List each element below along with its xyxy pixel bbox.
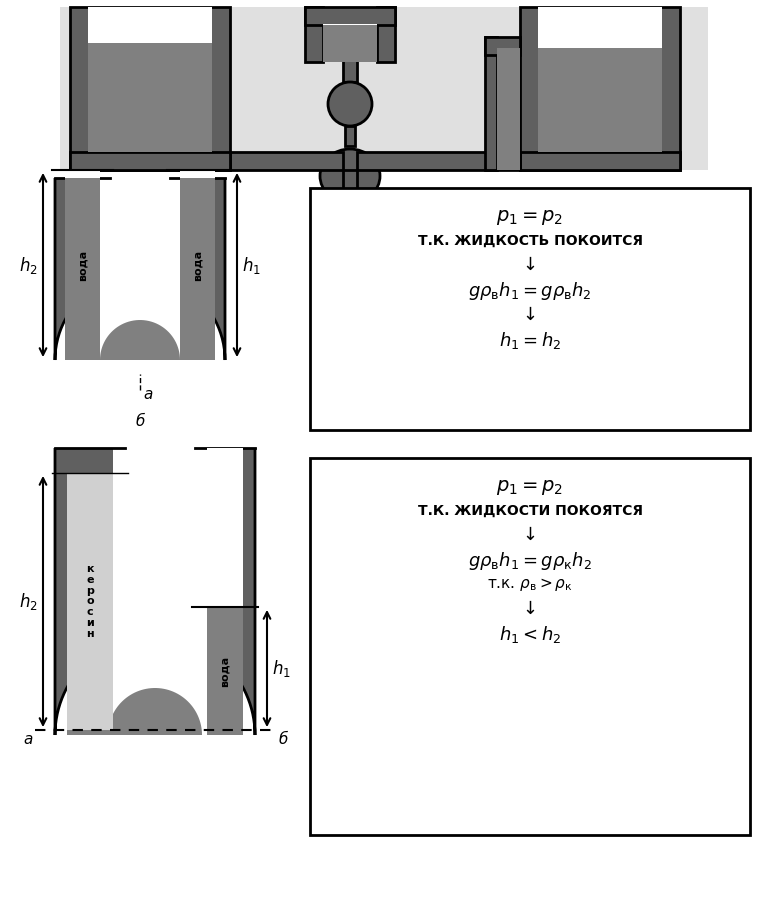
Bar [207, 607, 243, 735]
Ellipse shape [320, 149, 380, 203]
Text: $a$: $a$ [23, 732, 33, 747]
Text: б: б [279, 732, 288, 747]
Bar [67, 473, 113, 730]
Bar [70, 152, 230, 170]
Text: б: б [135, 415, 144, 429]
Bar [520, 152, 680, 170]
Polygon shape [55, 448, 255, 735]
Bar [65, 170, 100, 360]
Bar [343, 170, 357, 202]
Polygon shape [100, 320, 180, 360]
Polygon shape [100, 178, 180, 360]
Bar [497, 48, 520, 170]
Text: ↓: ↓ [522, 256, 538, 274]
Text: $p_1 = p_2$: $p_1 = p_2$ [496, 208, 564, 227]
Bar [88, 43, 212, 152]
Text: ↓: ↓ [522, 306, 538, 324]
Bar [485, 37, 520, 55]
Text: ↓: ↓ [522, 526, 538, 544]
Polygon shape [108, 688, 207, 735]
Bar [310, 188, 750, 430]
Bar [310, 458, 750, 835]
Bar [357, 152, 520, 170]
Text: к
е
р
о
с
и
н: к е р о с и н [86, 564, 94, 639]
Text: Т.К. ЖИДКОСТИ ПОКОЯТСЯ: Т.К. ЖИДКОСТИ ПОКОЯТСЯ [418, 504, 643, 518]
Bar [343, 60, 357, 82]
Text: вода: вода [193, 249, 203, 281]
Bar [323, 23, 377, 25]
Text: $h_2$: $h_2$ [19, 255, 38, 275]
Text: $g\rho_{\rm в}h_1 = g\rho_{\rm в}h_2$: $g\rho_{\rm в}h_1 = g\rho_{\rm в}h_2$ [468, 280, 592, 302]
Text: $h_1$: $h_1$ [242, 255, 261, 275]
Bar [230, 152, 343, 170]
Text: $h_1 < h_2$: $h_1 < h_2$ [499, 624, 561, 645]
Bar [520, 7, 680, 170]
Text: вода: вода [78, 249, 88, 281]
Bar [377, 7, 395, 62]
Ellipse shape [328, 82, 372, 126]
Text: $g\rho_{\rm в}h_1 = g\rho_{\rm к}h_2$: $g\rho_{\rm в}h_1 = g\rho_{\rm к}h_2$ [468, 550, 592, 572]
Bar [70, 7, 230, 170]
Bar [323, 23, 377, 62]
Bar [65, 170, 100, 178]
Bar [180, 170, 215, 360]
Polygon shape [55, 178, 225, 360]
Bar [207, 448, 243, 607]
Bar [60, 7, 708, 170]
Bar [345, 126, 355, 146]
Text: вода: вода [220, 655, 230, 687]
Text: $h_2$: $h_2$ [19, 591, 38, 612]
Polygon shape [108, 448, 207, 735]
Text: ↓: ↓ [522, 600, 538, 618]
Bar [485, 37, 497, 170]
Text: $h_1 = h_2$: $h_1 = h_2$ [499, 330, 561, 351]
Bar [538, 7, 662, 48]
Text: $h_1$: $h_1$ [272, 658, 291, 679]
Bar [497, 37, 502, 140]
Text: т.к. $\rho_{\rm в} > \rho_{\rm к}$: т.к. $\rho_{\rm в} > \rho_{\rm к}$ [487, 576, 573, 593]
Bar [67, 730, 113, 735]
Bar [180, 170, 215, 178]
Bar [305, 7, 395, 25]
Bar [538, 48, 662, 152]
Bar [88, 7, 212, 43]
Text: $a$: $a$ [143, 387, 154, 402]
Bar [305, 7, 323, 62]
Text: Т.К. ЖИДКОСТЬ ПОКОИТСЯ: Т.К. ЖИДКОСТЬ ПОКОИТСЯ [418, 234, 643, 248]
Text: $p_1 = p_2$: $p_1 = p_2$ [496, 478, 564, 497]
